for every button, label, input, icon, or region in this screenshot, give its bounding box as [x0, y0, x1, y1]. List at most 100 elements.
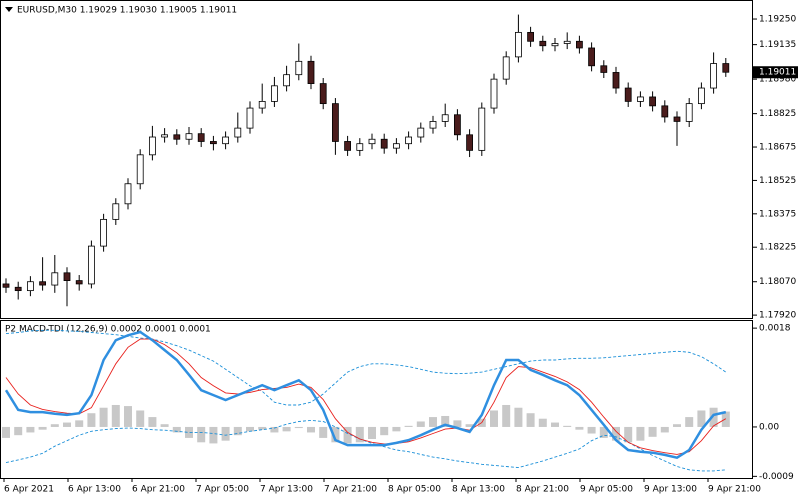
candle-body [649, 96, 656, 107]
histogram-bar [599, 426, 608, 438]
band-line [5, 419, 726, 472]
candle-body [331, 103, 339, 142]
menu-icon[interactable] [5, 7, 13, 12]
histogram-bar [343, 426, 352, 444]
y-tick-label: 0.00 [759, 422, 779, 432]
histogram-bar [416, 421, 425, 427]
histogram-bar [490, 410, 498, 427]
candle-body [356, 143, 364, 151]
histogram-bar [38, 426, 47, 430]
x-tick-label: 7 Apr 21:00 [324, 485, 377, 495]
x-tick-label: 7 Apr 13:00 [260, 485, 313, 495]
candle-body [185, 133, 193, 140]
y-tick-label: 1.18375 [759, 209, 796, 219]
histogram-bar [148, 417, 157, 427]
price-panel-frame [0, 0, 753, 319]
histogram-bar [2, 426, 10, 438]
candle-body [441, 114, 449, 122]
histogram-bar [721, 411, 730, 427]
histogram-bar [465, 424, 474, 427]
histogram-bar [294, 426, 303, 429]
x-tick-label: 6 Apr 13:00 [68, 485, 121, 495]
candle-body [478, 107, 486, 151]
candle-body [39, 281, 46, 286]
histogram-bar [75, 420, 84, 427]
histogram-bar [685, 417, 694, 427]
histogram-bar [538, 418, 547, 427]
y-tick-label: 1.18070 [759, 277, 796, 287]
y-tick-label: 1.17920 [759, 311, 796, 321]
candle-body [295, 60, 303, 76]
candle-body [2, 283, 10, 288]
histogram-bar [160, 424, 169, 427]
histogram-bar [526, 413, 535, 427]
histogram-bar [258, 426, 267, 430]
indicator-line [4, 330, 727, 460]
current-price-label: 1.19011 [759, 68, 796, 78]
candle-body [14, 286, 22, 292]
histogram-bar [709, 407, 718, 427]
candle-body [161, 134, 169, 138]
candle-body [466, 134, 474, 151]
candle-body [75, 280, 83, 285]
candle-body [600, 65, 608, 73]
symbol-header: EURUSD,M30 1.19029 1.19030 1.19005 1.190… [17, 6, 237, 16]
candle-body [539, 40, 547, 47]
y-tick-label: 1.19250 [759, 15, 796, 25]
candle-body [63, 272, 71, 282]
x-tick-label: 6 Apr 2021 [4, 485, 54, 495]
candle-body [246, 107, 254, 129]
histogram-bar [502, 404, 511, 427]
histogram-bar [319, 426, 328, 438]
candle-body [722, 63, 730, 73]
candle-body [197, 133, 205, 142]
histogram-bar [551, 422, 559, 427]
histogram-bar [26, 426, 35, 433]
candle-body [588, 47, 595, 67]
histogram-bar [624, 426, 633, 443]
histogram-bar [87, 413, 96, 427]
candle-body [209, 141, 217, 145]
y-tick-label: 1.18675 [759, 143, 796, 153]
candle-body [270, 85, 278, 102]
x-tick-label: 9 Apr 05:00 [580, 485, 633, 495]
histogram-bar [209, 426, 218, 444]
histogram-bar [124, 406, 132, 427]
x-tick-label: 6 Apr 21:00 [132, 485, 185, 495]
histogram-bar [563, 425, 572, 427]
histogram-bar [136, 410, 145, 427]
y-tick-label: 1.18525 [759, 176, 796, 186]
histogram-bar [282, 426, 291, 432]
indicator-panel-frame [0, 320, 753, 479]
histogram-bar [453, 420, 462, 427]
y-tick-label: 1.19135 [759, 40, 796, 50]
histogram-bar [307, 426, 315, 433]
candle-body [405, 136, 413, 145]
x-tick-label: 8 Apr 21:00 [516, 485, 569, 495]
candle-body [612, 72, 620, 89]
candle-body [112, 203, 120, 220]
x-tick-label: 9 Apr 13:00 [644, 485, 697, 495]
indicator-header: P2 MACD-TDI (12,26,9) 0.0002 0.0001 0.00… [5, 325, 211, 335]
histogram-bar [636, 426, 645, 441]
y-tick-label: 1.18225 [759, 243, 796, 253]
histogram-bar [270, 426, 279, 433]
candle-body [51, 272, 59, 286]
candle-body [429, 121, 437, 129]
y-tick-label: -0.0009 [759, 472, 794, 482]
candle-body [685, 103, 693, 122]
x-tick-label: 8 Apr 13:00 [452, 485, 505, 495]
histogram-bar [380, 426, 389, 436]
candle-body [124, 183, 132, 205]
histogram-bar [697, 410, 706, 427]
histogram-bar [441, 415, 450, 427]
candle-body [527, 31, 534, 42]
histogram-bar [233, 426, 242, 436]
histogram-bar [660, 426, 669, 433]
histogram-bar [392, 426, 401, 432]
histogram-bar [172, 426, 181, 433]
candle-body [88, 245, 95, 285]
candle-body [222, 136, 230, 145]
candle-body [576, 40, 583, 49]
